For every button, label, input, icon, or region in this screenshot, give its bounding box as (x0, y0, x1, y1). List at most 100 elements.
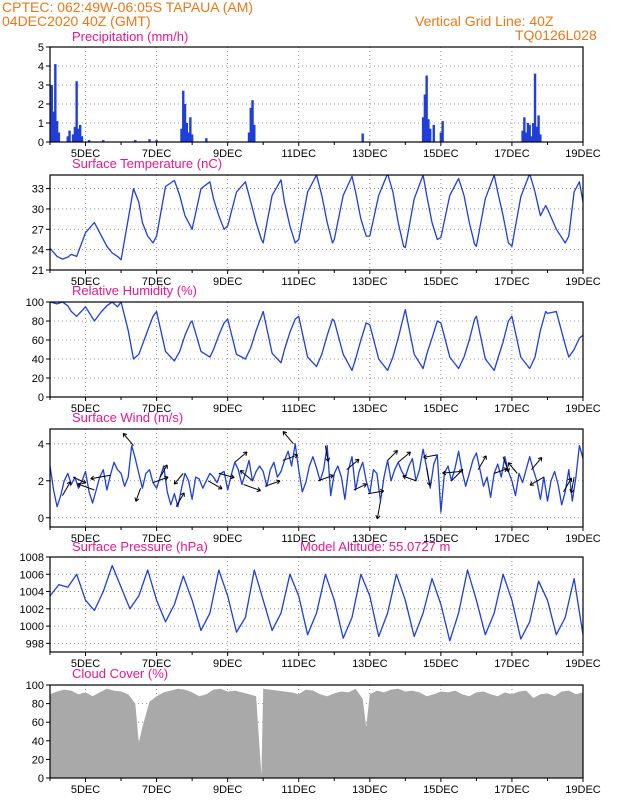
x-tick-label: 19DEC (565, 403, 601, 415)
wind-arrow-head (90, 475, 95, 481)
series-line (50, 175, 583, 261)
plot-area (50, 64, 542, 142)
x-tick-label: 7DEC (142, 658, 171, 670)
wind-arrow-head (242, 451, 248, 456)
x-tick-label: 15DEC (423, 658, 459, 670)
precip-bar (155, 140, 158, 142)
y-tick-label: 1000 (20, 621, 44, 633)
plot-area (50, 302, 583, 372)
x-tick-label: 11DEC (281, 148, 316, 160)
wind-arrow-shaft (493, 468, 508, 474)
wind-arrow-shaft (353, 483, 367, 491)
panel-frame (49, 46, 584, 143)
header-station: CPTEC: 062:49W-06:05S TAPAUA (AM) (2, 0, 254, 15)
wind-arrow-shaft (122, 433, 134, 446)
wind-arrow-shaft (152, 476, 169, 484)
wind-arrow-shaft (426, 467, 431, 486)
y-tick-label: 80 (32, 699, 44, 711)
panel-title: Precipitation (mm/h) (72, 29, 188, 44)
wind-arrow-shaft (397, 451, 411, 463)
wind-arrow-shaft (451, 469, 464, 482)
y-tick-label: 20 (32, 373, 44, 385)
wind-arrow-shaft (423, 454, 438, 458)
y-tick-label: 4 (38, 439, 44, 451)
x-tick-label: 5DEC (71, 403, 100, 415)
wind-arrow-shaft (135, 487, 142, 502)
wind-arrow-head (442, 470, 447, 476)
precip-bar (533, 73, 537, 142)
precip-bar (87, 140, 91, 142)
x-tick-label: 17DEC (494, 276, 530, 288)
x-tick-label: 13DEC (352, 276, 388, 288)
y-tick-label: 40 (32, 736, 44, 748)
wind-arrow-shaft (264, 480, 281, 487)
precip-bar (249, 107, 252, 142)
wind-arrow-head (505, 467, 510, 473)
series-line (50, 302, 583, 372)
wind-arrow-head (282, 431, 288, 436)
precip-bar (52, 111, 55, 142)
x-tick-label: 9DEC (213, 784, 242, 796)
wind-arrow-shaft (239, 470, 253, 482)
precip-bar (535, 126, 539, 142)
precip-bar (537, 115, 540, 142)
panel-title: Surface Temperature (nC) (72, 156, 222, 171)
x-tick-label: 9DEC (213, 148, 242, 160)
y-tick-label: 80 (32, 316, 44, 328)
wind-arrow-head (217, 484, 223, 490)
precip-bar (102, 140, 105, 142)
x-tick-label: 5DEC (71, 533, 100, 545)
x-tick-label: 19DEC (565, 148, 601, 160)
precip-bar (526, 123, 530, 142)
wind-arrow-head (293, 453, 299, 459)
y-tick-label: 0 (38, 773, 44, 785)
precip-bar (183, 104, 187, 142)
panel-1: Precipitation (mm/h) 0 1 2 3 4 5 5DEC 7DEC 9DEC 11… (38, 29, 601, 160)
y-tick-label: 0 (38, 137, 44, 149)
x-tick-label: 17DEC (494, 403, 530, 415)
y-tick-label: 1004 (20, 587, 44, 599)
wind-arrow-head (256, 487, 261, 492)
precip-bar (530, 136, 533, 142)
precip-bar (68, 130, 71, 142)
y-tick-label: 60 (32, 717, 44, 729)
wind-arrow-head (329, 473, 334, 479)
wind-arrow-shaft (502, 456, 509, 472)
x-tick-label: 15DEC (423, 148, 459, 160)
wind-arrow-shaft (529, 476, 545, 486)
precip-bar (429, 128, 432, 142)
wind-arrow-shaft (387, 450, 398, 461)
y-tick-label: 30 (32, 204, 44, 216)
header-run-time: 04DEC2020 40Z (GMT) (2, 13, 151, 29)
precip-bar (50, 85, 53, 142)
panel-2: Surface Temperature (nC) 21 24 27 30 33 5DEC 7D… (32, 156, 601, 288)
y-tick-label: 21 (32, 265, 44, 277)
x-tick-label: 7DEC (142, 276, 171, 288)
precip-bar (528, 124, 531, 142)
wind-arrow-shaft (324, 445, 329, 462)
wind-arrow-head (77, 482, 82, 488)
panel-6: Cloud Cover (%) 0 20 40 60 80 100 5DEC 7DEC 9DEC 1… (26, 666, 601, 796)
wind-arrow-head (134, 497, 140, 502)
panel-3: Relative Humidity (%) 0 20 40 60 80 100 5DEC 7DE… (26, 283, 601, 415)
precip-bar (148, 139, 151, 142)
panel-frame (49, 301, 584, 398)
wind-arrow-shaft (442, 471, 461, 474)
x-tick-label: 13DEC (352, 658, 388, 670)
x-tick-label: 7DEC (142, 533, 171, 545)
y-tick-label: 1002 (20, 604, 44, 616)
plot-area (50, 688, 583, 778)
x-tick-label: 19DEC (565, 276, 601, 288)
x-tick-label: 5DEC (71, 658, 100, 670)
wind-arrow-shaft (72, 476, 86, 484)
precip-bar (205, 138, 208, 142)
x-tick-label: 11DEC (281, 784, 316, 796)
wind-arrow-head (426, 481, 432, 486)
wind-arrow-head (180, 492, 185, 497)
x-tick-label: 9DEC (213, 658, 242, 670)
wind-arrow-head (458, 468, 464, 474)
x-tick-label: 17DEC (494, 533, 530, 545)
wind-arrow-head (230, 474, 235, 480)
wind-arrow-shaft (77, 483, 95, 491)
